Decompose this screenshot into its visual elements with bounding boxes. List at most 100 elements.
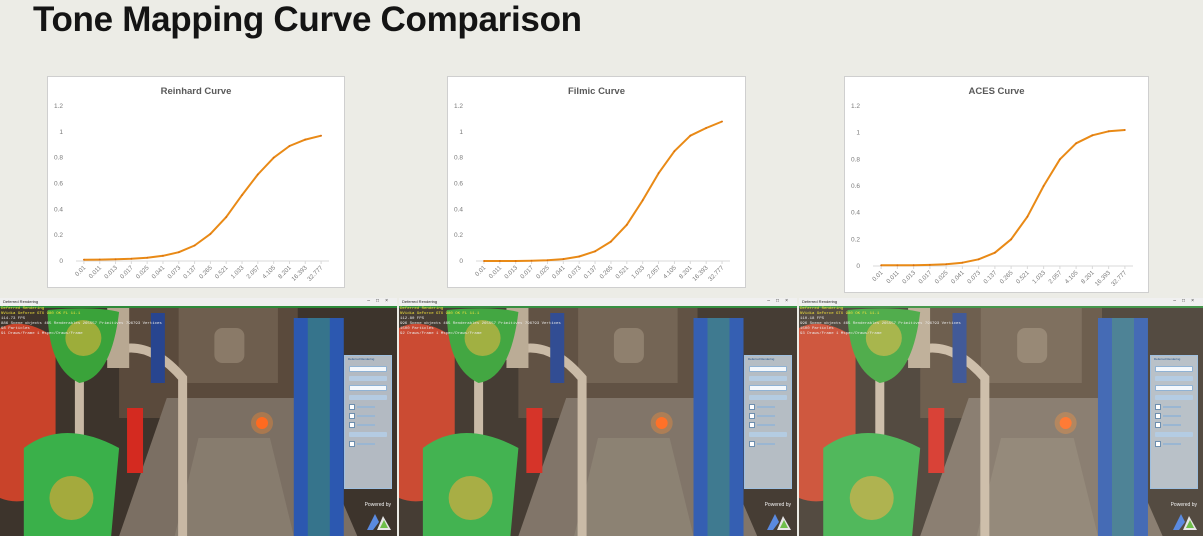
settings-checkbox[interactable] (349, 422, 387, 428)
stats-line: 996 Scene objects 465 Renderables 265557… (400, 322, 561, 326)
render-screenshot-reinhard: Deferred Rendering –□× Deferred Rendering N… (0, 298, 397, 536)
y-tick-label: 0.4 (54, 206, 63, 213)
data-point (1026, 215, 1029, 218)
stats-line: NVidia GeForce GTX 980 OK FL 11.1 (1, 312, 81, 316)
settings-checkbox[interactable] (349, 441, 387, 447)
window-controls-icon[interactable]: –□× (1173, 298, 1200, 304)
settings-slider[interactable] (1155, 395, 1193, 400)
window-controls-icon[interactable]: –□× (767, 298, 794, 304)
aces-curve-line (881, 129, 1125, 267)
y-tick-label: 1.2 (454, 103, 463, 110)
powered-by-label: Powered by (364, 502, 391, 508)
window-titlebar: Deferred Rendering –□× (799, 298, 1203, 306)
x-tick-label: 0.041 (551, 264, 567, 280)
settings-slider[interactable] (349, 376, 387, 381)
settings-checkbox[interactable] (1155, 404, 1193, 410)
data-point (241, 194, 243, 197)
data-point (705, 127, 708, 129)
x-tick-label: 0.01 (871, 269, 885, 283)
stats-line: NVidia GeForce GTX 980 OK FL 11.1 (400, 312, 480, 316)
y-tick-label: 1.2 (54, 103, 63, 110)
y-tick-label: 0.6 (54, 181, 63, 188)
settings-checkbox[interactable] (749, 441, 787, 447)
reinhard-chart: Reinhard Curve 0 0.2 0.4 0.6 0.8 1 1.2 0.01 0.011… (54, 86, 329, 283)
x-tick-label: 2.057 (245, 264, 261, 280)
x-tick-label: 0.025 (934, 269, 950, 285)
y-tick-label: 1 (59, 129, 63, 136)
settings-slider[interactable] (749, 376, 787, 381)
settings-checkbox[interactable] (1155, 413, 1193, 419)
engine-logo-icon (1173, 514, 1197, 530)
y-tick-label: 0.8 (454, 155, 463, 162)
settings-slider[interactable] (349, 432, 387, 437)
y-tick-label: 0.4 (851, 210, 860, 217)
x-tick-label: 0.041 (150, 264, 166, 280)
x-tick-label: 16.393 (290, 264, 309, 283)
settings-panel[interactable]: Deferred Rendering (344, 355, 392, 489)
settings-dropdown[interactable] (349, 366, 387, 372)
data-point (896, 264, 899, 267)
data-point (288, 145, 291, 147)
x-tick-label: 0.017 (519, 264, 535, 280)
x-tick-label: 0.073 (567, 264, 583, 280)
settings-dropdown[interactable] (349, 385, 387, 391)
settings-slider[interactable] (1155, 432, 1193, 437)
settings-dropdown[interactable] (749, 385, 787, 391)
settings-dropdown[interactable] (1155, 385, 1193, 391)
settings-slider[interactable] (1155, 376, 1193, 381)
data-point (498, 260, 501, 262)
data-point (483, 260, 485, 262)
data-point (1058, 158, 1061, 161)
data-point (530, 259, 533, 262)
powered-by-label: Powered by (764, 502, 791, 508)
window-controls-icon[interactable]: –□× (367, 298, 394, 304)
settings-checkbox[interactable] (349, 413, 387, 419)
data-point (209, 232, 212, 235)
y-tick-label: 0.2 (454, 232, 463, 239)
x-tick-label: 0.073 (966, 269, 982, 285)
data-point (98, 258, 101, 261)
x-tick-label: 0.025 (535, 264, 551, 280)
x-tick-label: 1.033 (630, 264, 646, 280)
data-point (225, 216, 228, 218)
settings-checkbox[interactable] (749, 413, 787, 419)
data-point (657, 172, 660, 175)
y-tick-label: 0 (856, 263, 860, 270)
settings-panel[interactable]: Deferred Rendering (744, 355, 792, 489)
x-tick-label: 16.393 (691, 264, 710, 283)
settings-dropdown[interactable] (749, 366, 787, 372)
filmic-chart-title: Filmic Curve (568, 86, 625, 97)
x-tick-label: 0.013 (503, 264, 519, 280)
reinhard-chart-title: Reinhard Curve (161, 86, 232, 97)
settings-dropdown[interactable] (1155, 366, 1193, 372)
y-tick-label: 0 (59, 258, 63, 265)
x-tick-label: 0.011 (885, 269, 901, 285)
settings-panel-caption: Deferred Rendering (348, 357, 375, 361)
reinhard-chart-panel: Reinhard Curve 0 0.2 0.4 0.6 0.8 1 1.2 0.01 0.011… (47, 76, 345, 288)
settings-panel[interactable]: Deferred Rendering (1150, 355, 1198, 489)
x-tick-label: 0.01 (474, 264, 488, 278)
settings-checkbox[interactable] (1155, 422, 1193, 428)
settings-checkbox[interactable] (749, 404, 787, 410)
x-tick-label: 32.777 (1110, 269, 1129, 288)
data-point (130, 257, 133, 260)
x-tick-label: 0.137 (182, 264, 198, 280)
settings-checkbox[interactable] (749, 422, 787, 428)
x-tick-label: 0.017 (119, 264, 135, 280)
stats-line: 92 Draws/Frame 1 Mspec/Draws/Frame (400, 332, 482, 336)
settings-panel-caption: Deferred Rendering (748, 357, 775, 361)
settings-slider[interactable] (749, 432, 787, 437)
data-point (578, 255, 581, 258)
settings-slider[interactable] (349, 395, 387, 400)
settings-checkbox[interactable] (349, 404, 387, 410)
x-tick-label: 0.01 (74, 264, 88, 278)
x-tick-label: 0.011 (88, 264, 104, 280)
y-tick-label: 0.8 (851, 156, 860, 163)
render-screenshot-aces: Deferred Rendering –□× Deferred Rendering N… (799, 298, 1203, 536)
settings-slider[interactable] (749, 395, 787, 400)
settings-checkbox[interactable] (1155, 441, 1193, 447)
slide-title: Tone Mapping Curve Comparison (33, 0, 582, 39)
data-point (912, 264, 915, 267)
x-tick-label: 0.265 (999, 269, 1015, 285)
